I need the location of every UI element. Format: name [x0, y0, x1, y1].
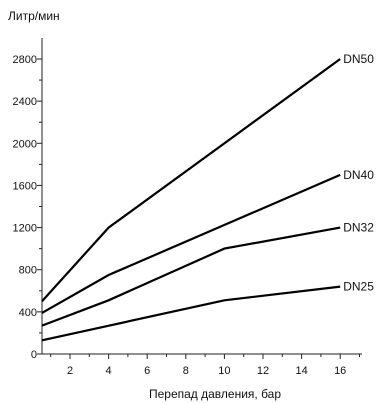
series-label-dn50: DN50 [343, 52, 374, 66]
x-tick-label: 6 [144, 365, 150, 377]
axes [41, 38, 362, 355]
y-tick-label: 1600 [13, 180, 37, 192]
x-tick-label: 8 [183, 365, 189, 377]
series-label-dn25: DN25 [343, 280, 374, 294]
series-lines [41, 58, 341, 342]
y-tick-label: 400 [19, 307, 37, 319]
ticks: 0 400 800 1200 1600 2000 2400 2800 2 4 6 8 10 12 14 16 [13, 54, 360, 377]
series-line-dn25 [41, 285, 341, 342]
y-tick-label: 2400 [13, 96, 37, 108]
x-tick-label: 16 [334, 365, 346, 377]
y-tick-label: 2000 [13, 138, 37, 150]
y-tick-label: 0 [31, 349, 37, 361]
y-tick-label: 1200 [13, 223, 37, 235]
y-axis-label: Литр/мин [8, 9, 60, 23]
series-label-dn40: DN40 [343, 168, 374, 182]
x-tick-label: 10 [218, 365, 230, 377]
y-tick-label: 2800 [13, 54, 37, 66]
series-line-dn32 [41, 226, 341, 327]
x-tick-label: 12 [257, 365, 269, 377]
y-tick-label: 800 [19, 265, 37, 277]
series-line-dn40 [41, 173, 341, 314]
x-tick-label: 14 [295, 365, 307, 377]
x-axis-label: Перепад давления, бар [149, 387, 281, 401]
series-label-dn32: DN32 [343, 221, 374, 235]
series-labels: DN50 DN40 DN32 DN25 [343, 52, 374, 294]
x-tick-label: 4 [106, 365, 112, 377]
series-line-dn50 [41, 58, 341, 303]
x-tick-label: 2 [67, 365, 73, 377]
